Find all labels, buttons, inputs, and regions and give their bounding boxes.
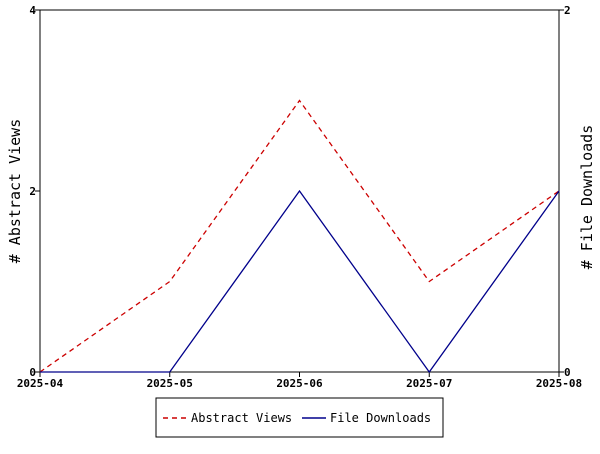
x-axis: 2025-04 2025-05 2025-06 2025-07 2025-08 [17,372,582,390]
y-left-tick-label: 2 [29,185,36,198]
x-tick-label: 2025-06 [276,377,323,390]
legend-box [155,397,444,438]
y-axis-left-title: # Abstract Views [6,119,24,264]
legend-label-file-downloads: File Downloads [330,411,431,425]
x-tick-label: 2025-05 [147,377,193,390]
x-tick-label: 2025-08 [536,377,582,390]
legend-label-abstract-views: Abstract Views [191,411,292,425]
y-axis-left: 0 2 4 [29,4,40,379]
y-right-tick-label: 0 [564,366,571,379]
y-right-tick-label: 2 [564,4,571,17]
legend: Abstract Views File Downloads [155,397,444,438]
series-line-abstract-views [39,99,560,373]
y-left-tick-label: 4 [29,4,36,17]
y-axis-right-title: # File Downloads [578,125,596,270]
x-tick-label: 2025-07 [406,377,452,390]
y-axis-right: 02 [559,4,571,379]
y-left-tick-label: 0 [29,366,36,379]
x-tick-label: 2025-04 [17,377,64,390]
series-layer [39,99,560,374]
series-line-file-downloads [40,189,560,374]
